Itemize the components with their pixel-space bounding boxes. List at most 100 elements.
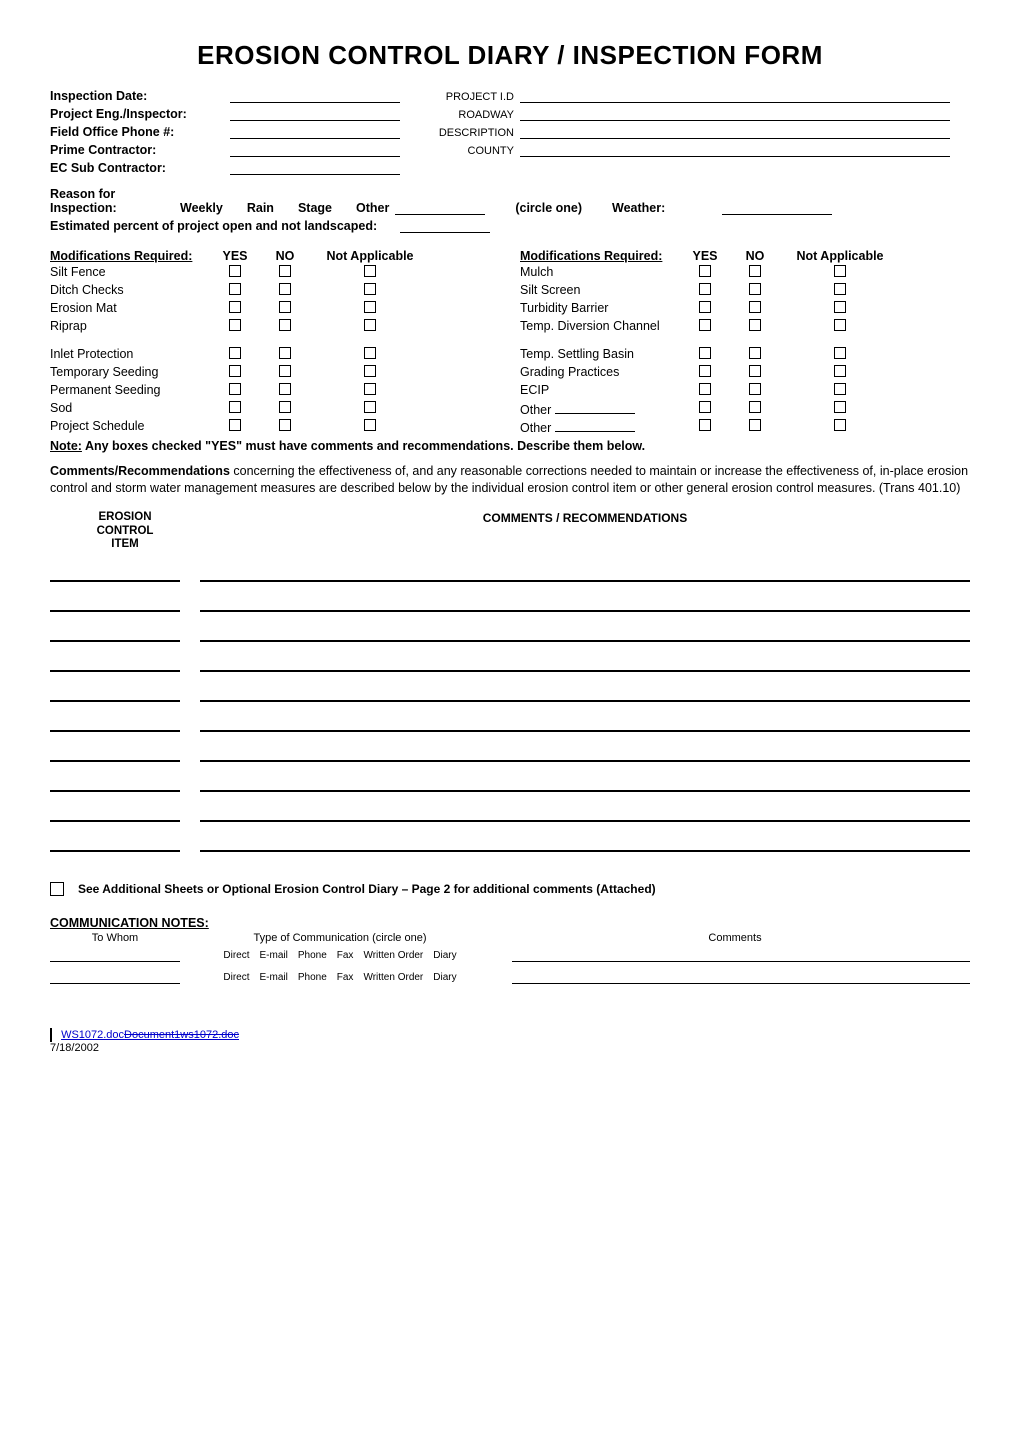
- checkbox[interactable]: [699, 301, 711, 313]
- checkbox[interactable]: [834, 365, 846, 377]
- checkbox[interactable]: [834, 401, 846, 413]
- meta-right-input[interactable]: [520, 107, 950, 121]
- estimated-input[interactable]: [400, 219, 490, 233]
- comment-input[interactable]: [200, 748, 970, 762]
- checkbox[interactable]: [749, 319, 761, 331]
- checkbox[interactable]: [699, 265, 711, 277]
- checkbox[interactable]: [364, 265, 376, 277]
- checkbox[interactable]: [364, 347, 376, 359]
- checkbox[interactable]: [699, 365, 711, 377]
- checkbox[interactable]: [364, 301, 376, 313]
- weather-input[interactable]: [722, 201, 832, 215]
- checkbox[interactable]: [749, 365, 761, 377]
- meta-left-input[interactable]: [230, 125, 400, 139]
- checkbox[interactable]: [279, 401, 291, 413]
- checkbox[interactable]: [699, 401, 711, 413]
- checkbox[interactable]: [279, 365, 291, 377]
- checkbox[interactable]: [834, 283, 846, 295]
- comm-type-option[interactable]: Fax: [337, 950, 354, 961]
- comm-type-option[interactable]: Phone: [298, 972, 327, 983]
- comm-type-option[interactable]: Written Order: [363, 972, 423, 983]
- checkbox[interactable]: [229, 365, 241, 377]
- checkbox[interactable]: [229, 419, 241, 431]
- checkbox[interactable]: [229, 347, 241, 359]
- checkbox[interactable]: [699, 419, 711, 431]
- other-input[interactable]: [555, 418, 635, 432]
- checkbox[interactable]: [834, 347, 846, 359]
- reason-opt[interactable]: Weekly: [180, 201, 223, 215]
- checkbox[interactable]: [749, 347, 761, 359]
- comment-input[interactable]: [200, 688, 970, 702]
- comment-input[interactable]: [200, 838, 970, 852]
- comm-type-option[interactable]: Direct: [223, 972, 249, 983]
- comm-comments-input[interactable]: [512, 948, 970, 962]
- checkbox[interactable]: [364, 419, 376, 431]
- checkbox[interactable]: [229, 319, 241, 331]
- erosion-item-input[interactable]: [50, 748, 180, 762]
- checkbox[interactable]: [229, 401, 241, 413]
- checkbox[interactable]: [279, 383, 291, 395]
- comment-input[interactable]: [200, 568, 970, 582]
- comm-type-option[interactable]: Fax: [337, 972, 354, 983]
- checkbox[interactable]: [749, 419, 761, 431]
- reason-opt[interactable]: Rain: [247, 201, 274, 215]
- checkbox[interactable]: [279, 347, 291, 359]
- comm-type-option[interactable]: E-mail: [260, 950, 288, 961]
- checkbox[interactable]: [229, 383, 241, 395]
- checkbox[interactable]: [834, 419, 846, 431]
- checkbox[interactable]: [279, 265, 291, 277]
- checkbox[interactable]: [834, 265, 846, 277]
- checkbox[interactable]: [279, 283, 291, 295]
- other-input[interactable]: [555, 400, 635, 414]
- checkbox[interactable]: [364, 401, 376, 413]
- checkbox[interactable]: [699, 347, 711, 359]
- comment-input[interactable]: [200, 658, 970, 672]
- comm-towhom-input[interactable]: [50, 970, 180, 984]
- comment-input[interactable]: [200, 778, 970, 792]
- checkbox[interactable]: [279, 301, 291, 313]
- checkbox[interactable]: [749, 265, 761, 277]
- checkbox[interactable]: [229, 283, 241, 295]
- comm-comments-input[interactable]: [512, 970, 970, 984]
- meta-right-input[interactable]: [520, 89, 950, 103]
- comm-type-option[interactable]: Diary: [433, 950, 456, 961]
- erosion-item-input[interactable]: [50, 688, 180, 702]
- erosion-item-input[interactable]: [50, 658, 180, 672]
- erosion-item-input[interactable]: [50, 838, 180, 852]
- comm-towhom-input[interactable]: [50, 948, 180, 962]
- comment-input[interactable]: [200, 598, 970, 612]
- comment-input[interactable]: [200, 718, 970, 732]
- erosion-item-input[interactable]: [50, 598, 180, 612]
- checkbox[interactable]: [749, 301, 761, 313]
- checkbox[interactable]: [834, 301, 846, 313]
- reason-opt-other[interactable]: Other: [356, 201, 485, 215]
- erosion-item-input[interactable]: [50, 568, 180, 582]
- checkbox[interactable]: [699, 319, 711, 331]
- erosion-item-input[interactable]: [50, 808, 180, 822]
- see-additional-checkbox[interactable]: [50, 882, 64, 896]
- erosion-item-input[interactable]: [50, 778, 180, 792]
- comm-type-option[interactable]: Diary: [433, 972, 456, 983]
- comm-type-option[interactable]: Written Order: [363, 950, 423, 961]
- checkbox[interactable]: [364, 365, 376, 377]
- checkbox[interactable]: [364, 283, 376, 295]
- checkbox[interactable]: [279, 319, 291, 331]
- checkbox[interactable]: [834, 319, 846, 331]
- checkbox[interactable]: [229, 301, 241, 313]
- checkbox[interactable]: [229, 265, 241, 277]
- meta-left-input[interactable]: [230, 107, 400, 121]
- checkbox[interactable]: [749, 283, 761, 295]
- meta-right-input[interactable]: [520, 125, 950, 139]
- erosion-item-input[interactable]: [50, 628, 180, 642]
- meta-left-input[interactable]: [230, 89, 400, 103]
- checkbox[interactable]: [699, 283, 711, 295]
- meta-right-input[interactable]: [520, 143, 950, 157]
- checkbox[interactable]: [364, 319, 376, 331]
- meta-left-input[interactable]: [230, 143, 400, 157]
- checkbox[interactable]: [364, 383, 376, 395]
- reason-opt[interactable]: Stage: [298, 201, 332, 215]
- comment-input[interactable]: [200, 628, 970, 642]
- comm-type-option[interactable]: Direct: [223, 950, 249, 961]
- checkbox[interactable]: [699, 383, 711, 395]
- checkbox[interactable]: [749, 383, 761, 395]
